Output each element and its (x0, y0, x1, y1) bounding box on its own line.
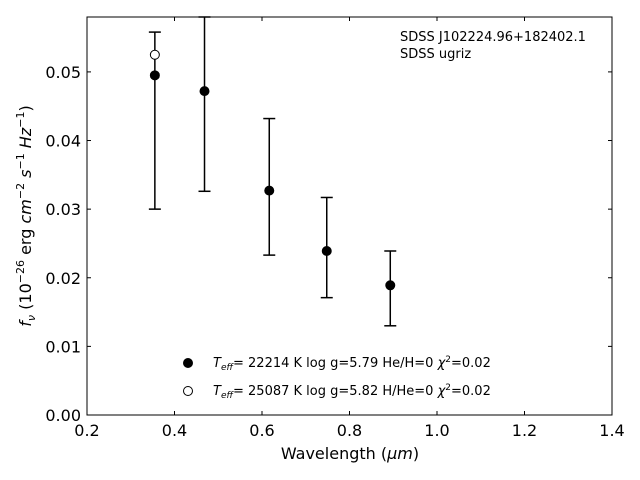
annotation-filters: SDSS ugriz (400, 47, 471, 62)
model-point-filled (149, 70, 160, 81)
y-axis-label: fν (10−26 erg cm−2 s−1 Hz−1) (14, 105, 38, 326)
model-point-filled (264, 185, 275, 196)
y-tick-label: 0.03 (45, 200, 81, 219)
data-points (149, 49, 396, 291)
y-tick-label: 0.01 (45, 337, 81, 356)
x-tick-label: 0.2 (74, 421, 99, 440)
y-tick-label: 0.00 (45, 406, 81, 425)
model-point-filled (385, 280, 396, 291)
legend-label-filled: Teff= 22214 K log g=5.79 He/H=0 χ2=0.02 (213, 355, 491, 373)
x-tick-label: 0.4 (162, 421, 187, 440)
legend-marker-filled (183, 358, 193, 368)
x-tick-label: 0.6 (249, 421, 274, 440)
x-axis-label: Wavelength (μm) (281, 444, 419, 463)
annotation-object: SDSS J102224.96+182402.1 (400, 30, 586, 45)
x-tick-label: 1.0 (424, 421, 449, 440)
legend-label-open: Teff= 25087 K log g=5.82 H/He=0 χ2=0.02 (213, 383, 491, 401)
legend-marker-open (183, 386, 193, 396)
model-point-filled (321, 245, 332, 256)
x-tick-label: 1.2 (512, 421, 537, 440)
errorbars (148, 16, 397, 327)
y-tick-label: 0.04 (45, 132, 81, 151)
x-tick-label: 1.4 (599, 421, 624, 440)
y-tick-label: 0.02 (45, 269, 81, 288)
model-point-filled (199, 86, 210, 97)
x-axis: 0.2 0.4 0.6 0.8 1.0 1.2 1.4 (74, 17, 625, 440)
x-tick-label: 0.8 (337, 421, 362, 440)
y-tick-label: 0.05 (45, 63, 81, 82)
y-axis: 0.00 0.01 0.02 0.03 0.04 0.05 (45, 63, 612, 425)
model-point-open (149, 49, 160, 60)
legend: Teff= 22214 K log g=5.79 He/H=0 χ2=0.02 … (183, 355, 491, 401)
